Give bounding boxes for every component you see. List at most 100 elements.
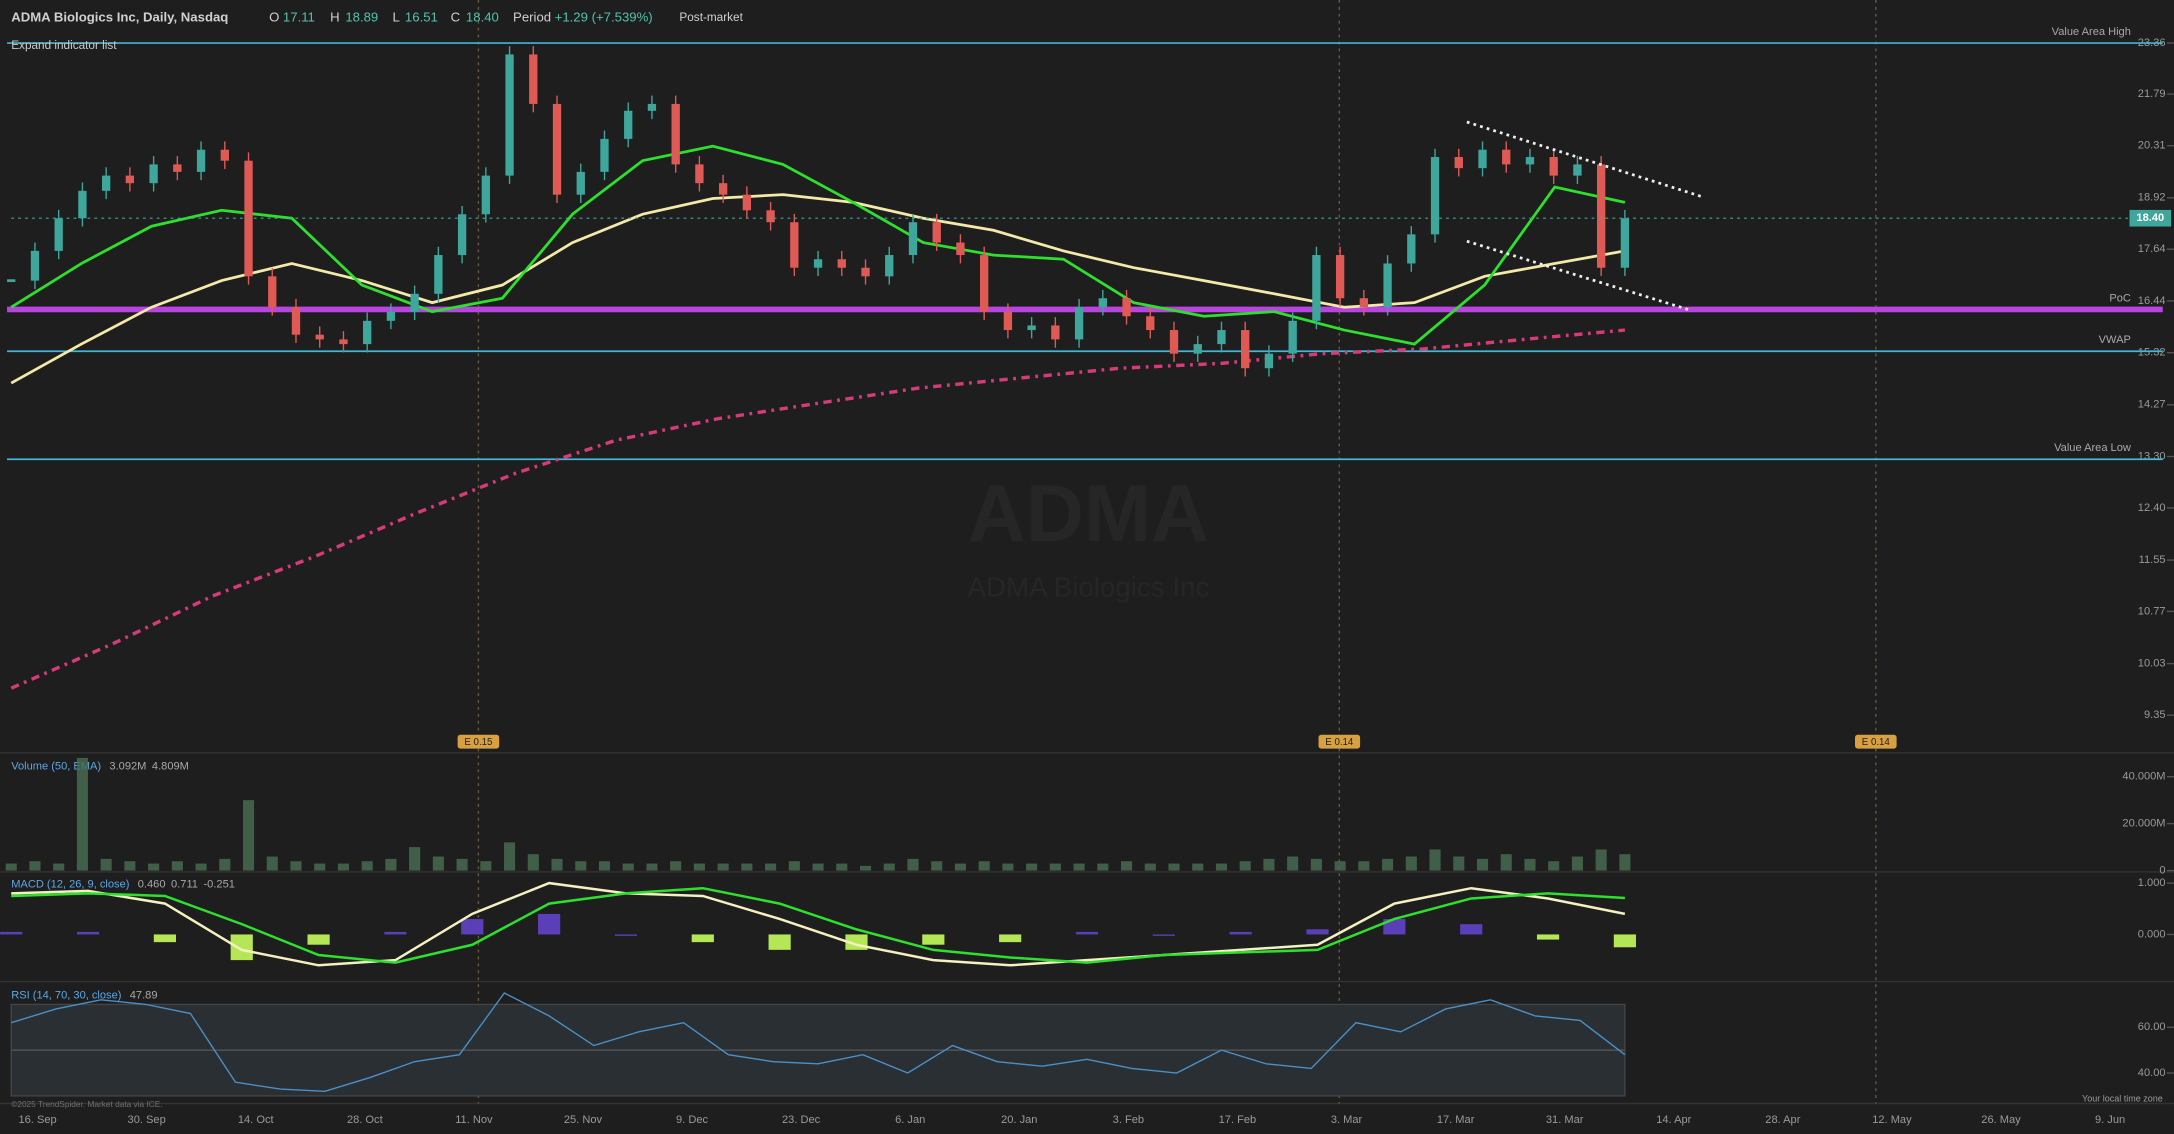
candle	[837, 259, 846, 268]
volume-bar	[1049, 863, 1061, 871]
x-tick-label: 30. Sep	[128, 1114, 166, 1126]
volume-bar	[432, 856, 444, 871]
y-tick-label: 16.44	[2138, 295, 2166, 307]
y-tick-label: 11.55	[2139, 554, 2166, 566]
volume-bar	[29, 861, 41, 871]
volume-bar	[1358, 861, 1370, 871]
candle	[149, 164, 158, 184]
y-tick-label: 9.35	[2144, 709, 2166, 721]
volume-bar	[1002, 863, 1014, 871]
expand-indicators[interactable]: Expand indicator list	[11, 39, 117, 52]
candle	[481, 175, 490, 215]
volume-bar	[53, 863, 65, 871]
histogram-bar	[76, 931, 100, 935]
candle	[1003, 311, 1013, 331]
x-tick-label: 25. Nov	[564, 1114, 603, 1126]
volume-bar	[219, 858, 231, 871]
candle	[885, 255, 894, 277]
earnings-label: E 0.15	[464, 737, 492, 748]
line	[11, 992, 1626, 1093]
histogram-bar	[461, 919, 484, 935]
volume-bar	[314, 863, 326, 871]
line	[10, 328, 1626, 690]
level-label: PoC	[2109, 292, 2131, 304]
candle	[410, 293, 419, 312]
earnings-tag[interactable]	[1318, 734, 1361, 749]
y-tick-label: 15.32	[2138, 347, 2166, 359]
volume-bar	[575, 861, 587, 871]
volume-bar	[670, 861, 682, 871]
volume-bar	[1382, 858, 1394, 871]
histogram-bar	[1152, 934, 1175, 936]
candle	[339, 339, 348, 345]
volume-bar	[978, 861, 990, 871]
indicator-value: 0.711	[171, 878, 198, 890]
volume-bar	[195, 863, 207, 871]
volume-bar	[242, 800, 255, 871]
y-tick-label: 14.27	[2138, 399, 2166, 411]
volume-bar	[1453, 856, 1465, 871]
level-label: Value Area Low	[2054, 442, 2132, 454]
level-label: VWAP	[2099, 334, 2131, 346]
x-tick-label: 9. Dec	[676, 1114, 708, 1126]
ohlc-value: 16.51	[405, 9, 438, 24]
volume-bar	[527, 854, 539, 871]
candle	[101, 175, 111, 191]
volume-bar	[1405, 856, 1417, 871]
line	[11, 886, 1625, 964]
volume-bar	[1548, 861, 1560, 871]
trendline	[1466, 239, 1692, 312]
volume-bar	[598, 861, 611, 871]
histogram-bar	[538, 913, 561, 935]
candle	[1383, 263, 1392, 308]
y-tick-label: 40.00	[2138, 1067, 2166, 1079]
indicator-value: 0.460	[138, 878, 166, 890]
candle	[1169, 330, 1179, 354]
line	[10, 144, 1626, 346]
y-tick-label: 20.000M	[2122, 818, 2165, 830]
volume-bar	[1287, 856, 1299, 871]
volume-bar	[1500, 854, 1512, 871]
candle	[1454, 157, 1463, 169]
earnings-tag[interactable]	[1855, 734, 1897, 749]
candle	[363, 320, 372, 345]
earnings-tag[interactable]	[457, 734, 500, 749]
volume-bar	[717, 863, 729, 871]
x-tick-label: 31. Mar	[1546, 1114, 1584, 1126]
x-tick-label: 26. May	[1981, 1114, 2021, 1126]
x-tick-label: 12. May	[1872, 1114, 1912, 1126]
candle	[1074, 307, 1084, 340]
candle	[1620, 218, 1630, 268]
last-price-label: 18.40	[2136, 212, 2164, 224]
last-price-tag	[2129, 209, 2172, 227]
candle	[766, 210, 775, 223]
candle	[457, 214, 467, 256]
histogram-bar	[153, 934, 176, 943]
candle	[1098, 298, 1107, 308]
candle	[1122, 298, 1131, 317]
y-tick-label: 10.03	[2138, 658, 2166, 670]
candle	[742, 194, 752, 211]
volume-bar	[812, 863, 824, 871]
candle	[1217, 330, 1226, 345]
x-tick-label: 28. Apr	[1765, 1114, 1800, 1126]
histogram-bar	[768, 934, 791, 950]
timezone: Your local time zone	[2082, 1094, 2163, 1104]
volume-bar	[1192, 863, 1204, 871]
volume-bar	[931, 861, 943, 871]
line	[11, 881, 1626, 967]
candle	[1573, 164, 1582, 176]
earnings-label: E 0.14	[1862, 737, 1891, 748]
candle	[54, 218, 63, 251]
candle	[1478, 149, 1487, 169]
volume-bar	[266, 856, 278, 871]
candle	[1549, 157, 1558, 176]
x-tick-label: 17. Mar	[1437, 1114, 1475, 1126]
period-change: +1.29 (+7.539%)	[555, 9, 653, 24]
candle	[173, 164, 182, 172]
candle	[1430, 157, 1440, 235]
x-tick-label: 28. Oct	[347, 1114, 383, 1126]
